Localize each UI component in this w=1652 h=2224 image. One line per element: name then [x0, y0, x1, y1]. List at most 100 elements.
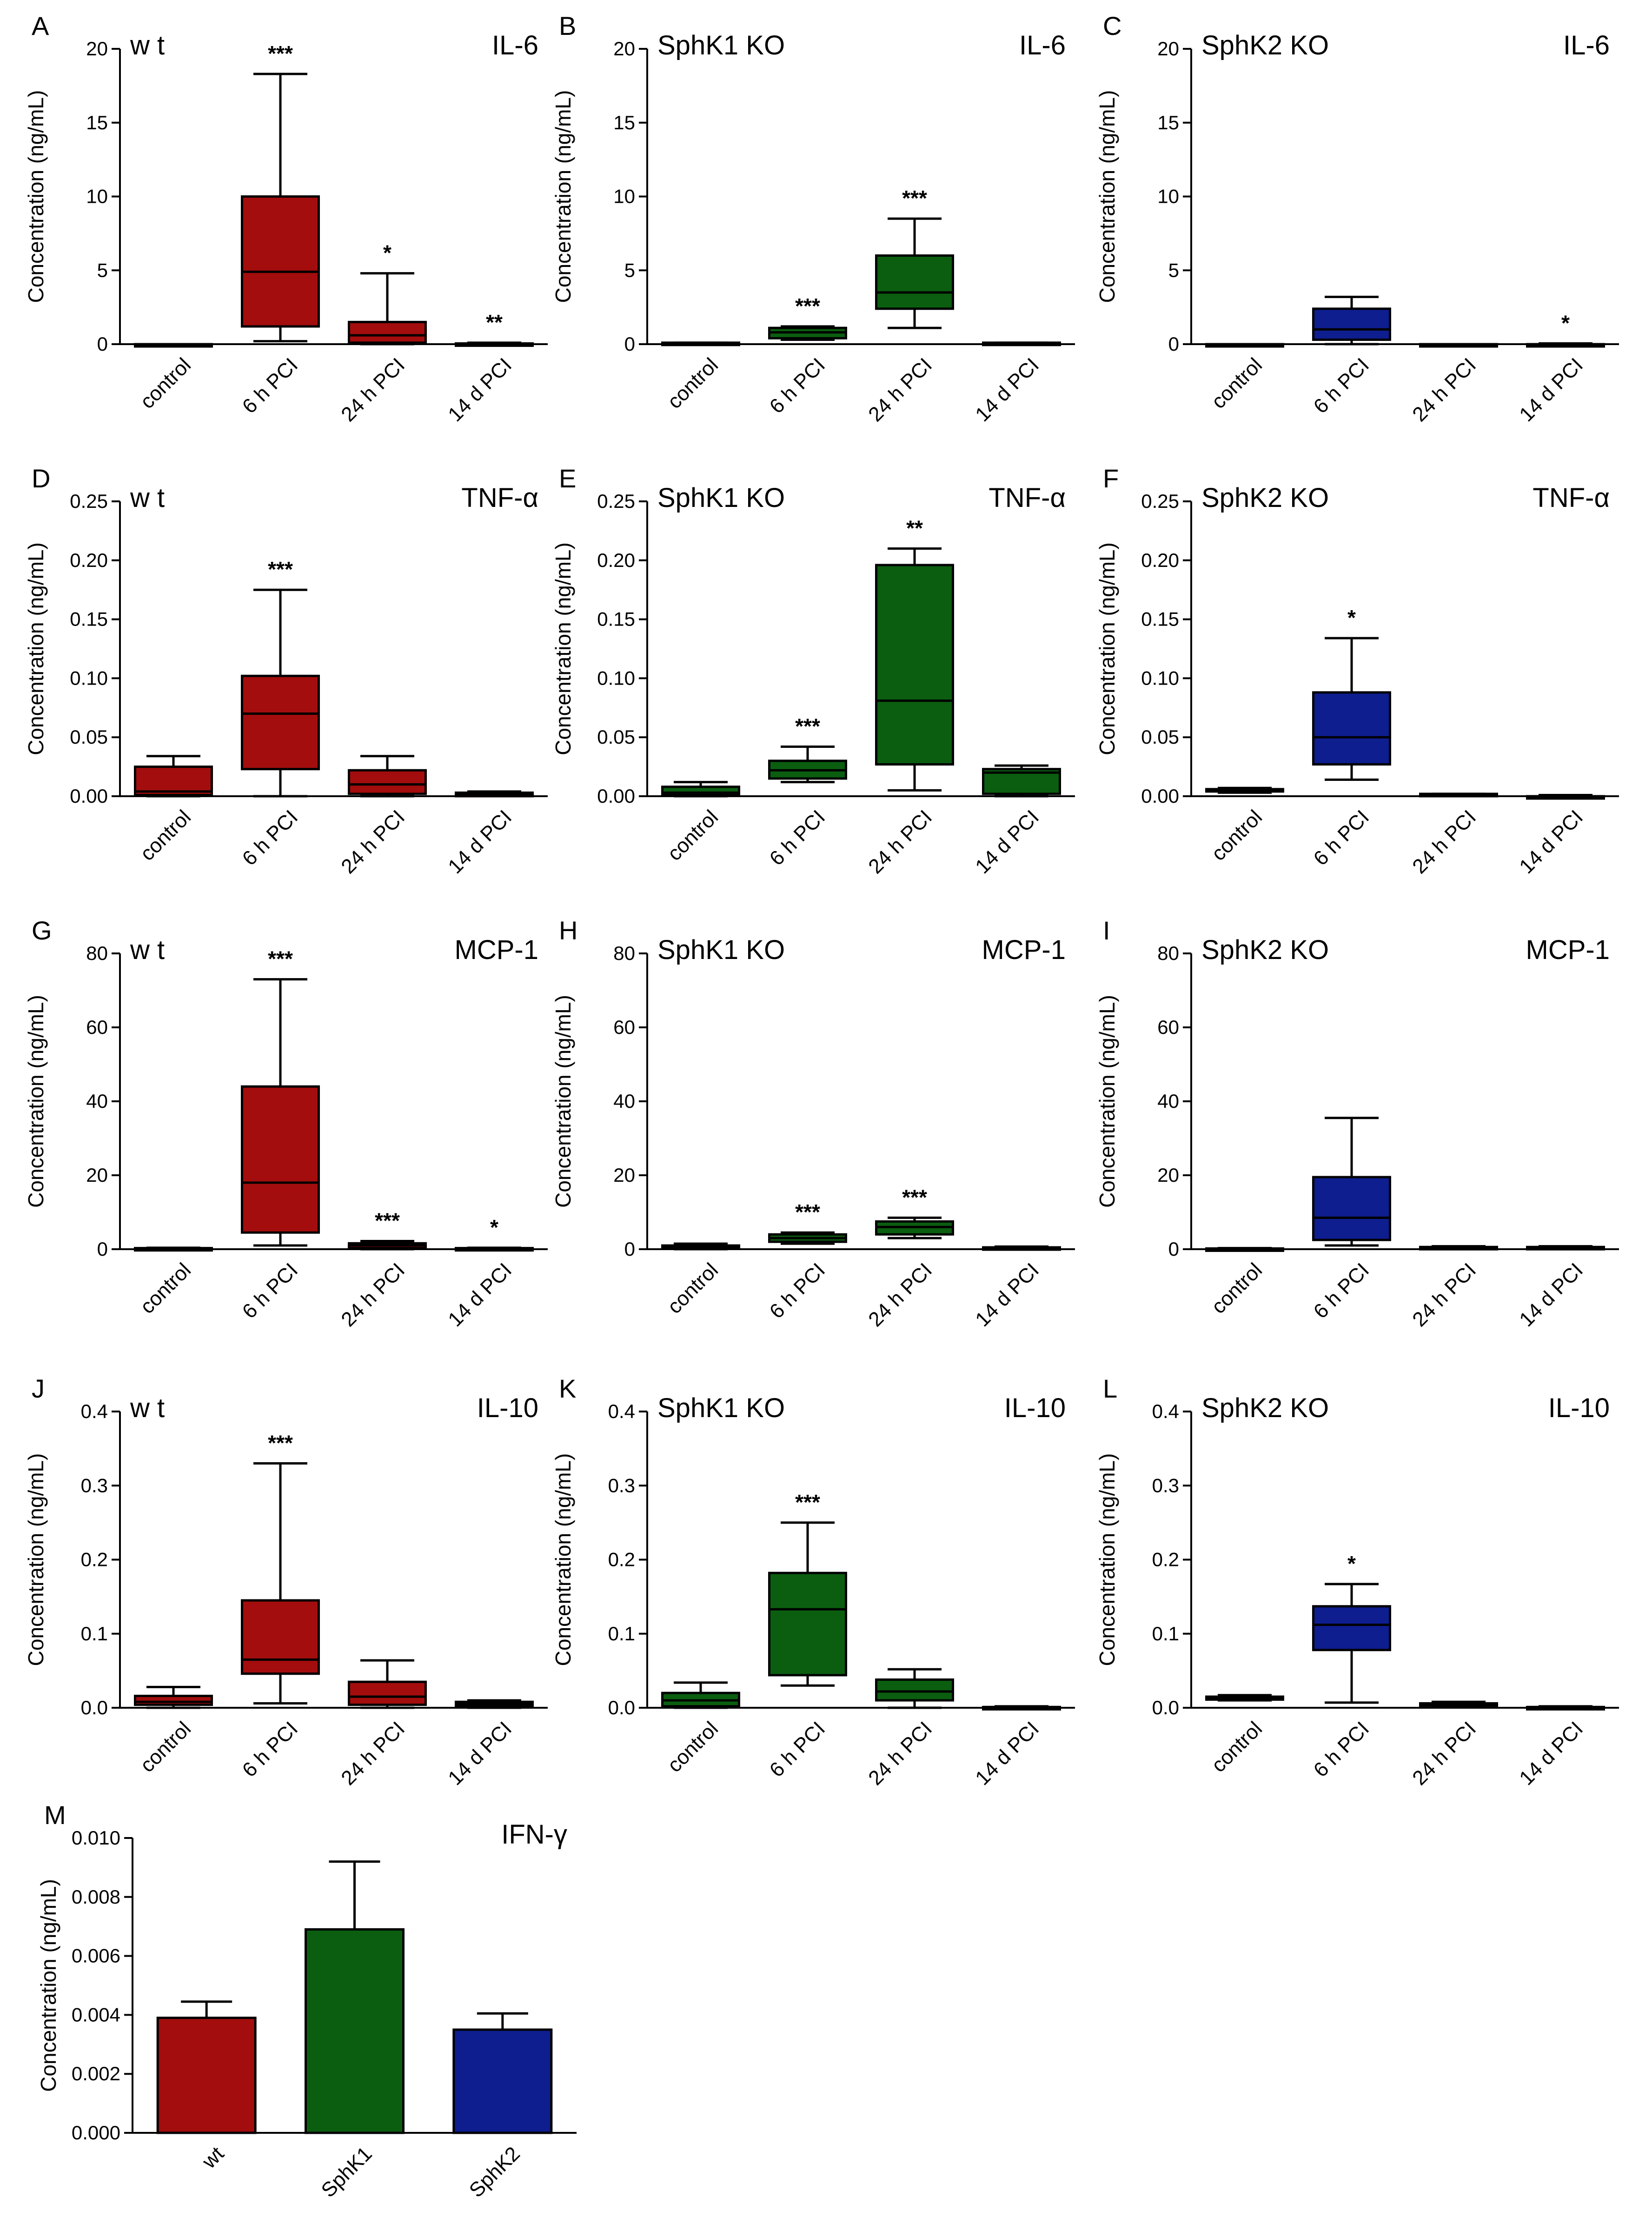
x-category-label: control — [1207, 1258, 1267, 1318]
panel-letter: I — [1103, 916, 1110, 945]
significance-marker: *** — [902, 1185, 927, 1209]
box — [348, 1680, 427, 1706]
y-tick-label: 0.1 — [1152, 1623, 1179, 1645]
x-category-label: 14 d PCI — [971, 1258, 1043, 1331]
group-label: w t — [130, 30, 165, 60]
group-label: SphK1 KO — [657, 483, 785, 513]
y-tick-label: 0.05 — [1141, 726, 1179, 748]
x-category-label: 14 d PCI — [1515, 1258, 1587, 1331]
bar — [305, 1928, 405, 2134]
x-category-label: 14 d PCI — [444, 806, 516, 878]
box — [768, 1571, 847, 1677]
y-tick-label: 40 — [613, 1090, 635, 1112]
y-axis-label: Concentration (ng/mL) — [551, 1453, 575, 1666]
x-category-label: 24 h PCI — [864, 353, 936, 426]
y-axis-label: Concentration (ng/mL) — [1095, 995, 1119, 1208]
panel-letter: E — [559, 464, 576, 493]
box — [875, 564, 954, 766]
y-tick-label: 0.000 — [72, 2122, 120, 2144]
box — [241, 1085, 320, 1234]
y-tick-label: 0.05 — [597, 726, 635, 748]
cytokine-title: TNF-α — [1533, 483, 1610, 513]
y-axis-label: Concentration (ng/mL) — [551, 542, 575, 755]
significance-marker: *** — [902, 186, 927, 210]
group-label: SphK1 KO — [657, 1393, 785, 1423]
box — [348, 320, 427, 344]
panel-letter: D — [32, 464, 50, 493]
y-tick-label: 20 — [86, 1164, 108, 1186]
panel-letter: G — [32, 916, 52, 945]
y-tick-label: 0.2 — [608, 1549, 635, 1571]
y-tick-label: 0 — [1168, 333, 1179, 355]
x-category-label: control — [663, 1717, 723, 1777]
x-category-label: 6 h PCI — [1309, 353, 1373, 418]
significance-marker: *** — [795, 1490, 820, 1514]
panel-letter: C — [1103, 11, 1121, 40]
cytokine-title: MCP-1 — [455, 935, 538, 965]
y-tick-label: 0.006 — [72, 1945, 120, 1967]
box — [875, 1678, 954, 1702]
y-tick-label: 40 — [86, 1090, 108, 1112]
y-tick-label: 5 — [1168, 259, 1179, 281]
x-category-label: control — [1207, 353, 1267, 413]
box — [241, 1599, 320, 1675]
y-tick-label: 0.25 — [70, 490, 108, 512]
x-category-label: control — [1207, 1717, 1267, 1777]
x-category-label: 14 d PCI — [971, 806, 1043, 878]
significance-marker: * — [490, 1215, 498, 1239]
panel-m: M 0.000 0.002 0.004 0.006 0.008 0.010 Concentra… — [36, 1800, 577, 2202]
y-tick-label: 0.20 — [70, 549, 108, 571]
x-category-label: 24 h PCI — [337, 353, 409, 426]
x-category-label: control — [136, 806, 195, 865]
y-axis-label: Concentration (ng/mL) — [24, 995, 48, 1208]
y-tick-label: 0.10 — [597, 667, 635, 689]
y-tick-label: 5 — [624, 259, 635, 281]
y-tick-label: 0 — [624, 333, 635, 355]
panel-i: I 0 20 40 60 80 Concentration (ng/mL) MCP-1 SphK… — [1095, 916, 1619, 1331]
y-tick-label: 0.2 — [1152, 1549, 1179, 1571]
y-tick-label: 0.00 — [1141, 785, 1179, 807]
box — [241, 195, 320, 328]
y-tick-label: 0.15 — [597, 608, 635, 630]
x-category-label: 14 d PCI — [444, 1258, 516, 1331]
significance-marker: *** — [268, 947, 293, 971]
group-label: SphK2 KO — [1201, 483, 1329, 513]
group-label: SphK1 KO — [657, 30, 785, 60]
y-tick-label: 15 — [613, 112, 635, 133]
box — [134, 1695, 213, 1706]
y-tick-label: 0.4 — [81, 1400, 108, 1422]
y-tick-label: 0.10 — [1141, 667, 1179, 689]
y-tick-label: 0.0 — [608, 1697, 635, 1718]
cytokine-title: IFN-γ — [501, 1819, 567, 1850]
y-tick-label: 0.4 — [608, 1400, 635, 1422]
x-category-label: control — [663, 806, 723, 865]
x-category-label: 24 h PCI — [1408, 1717, 1480, 1790]
x-category-label: SphK1 — [317, 2142, 377, 2202]
y-tick-label: 0.00 — [597, 785, 635, 807]
cytokine-title: MCP-1 — [982, 935, 1066, 965]
panel-letter: K — [559, 1374, 576, 1403]
x-category-label: 24 h PCI — [1408, 1258, 1480, 1331]
y-tick-label: 60 — [86, 1016, 108, 1038]
y-tick-label: 0 — [624, 1238, 635, 1260]
x-category-label: 24 h PCI — [337, 1258, 409, 1331]
x-category-label: 6 h PCI — [238, 353, 302, 418]
panel-h: H 0 20 40 60 80 Concentration (ng/mL) MCP-1 SphK… — [551, 916, 1075, 1331]
significance-marker: *** — [795, 1200, 820, 1224]
panel-c: C 0 5 10 15 20 Concentration (ng/mL) IL-6 SphK2 … — [1095, 11, 1619, 426]
y-tick-label: 20 — [86, 38, 108, 60]
x-category-label: control — [136, 353, 195, 413]
x-category-label: 6 h PCI — [1309, 1258, 1373, 1323]
y-tick-label: 0.1 — [608, 1623, 635, 1645]
y-tick-label: 0.1 — [81, 1623, 108, 1645]
significance-marker: ** — [486, 310, 503, 334]
group-label: SphK2 KO — [1201, 935, 1329, 965]
y-tick-label: 10 — [86, 186, 108, 207]
y-tick-label: 0.00 — [70, 785, 108, 807]
panel-d: D 0.00 0.05 0.10 0.15 0.20 0.25 Concentration (… — [24, 464, 548, 878]
y-tick-label: 20 — [1157, 38, 1179, 60]
significance-marker: ** — [906, 516, 923, 540]
x-category-label: 14 d PCI — [971, 353, 1043, 426]
group-label: SphK1 KO — [657, 935, 785, 965]
box — [1312, 1176, 1391, 1241]
